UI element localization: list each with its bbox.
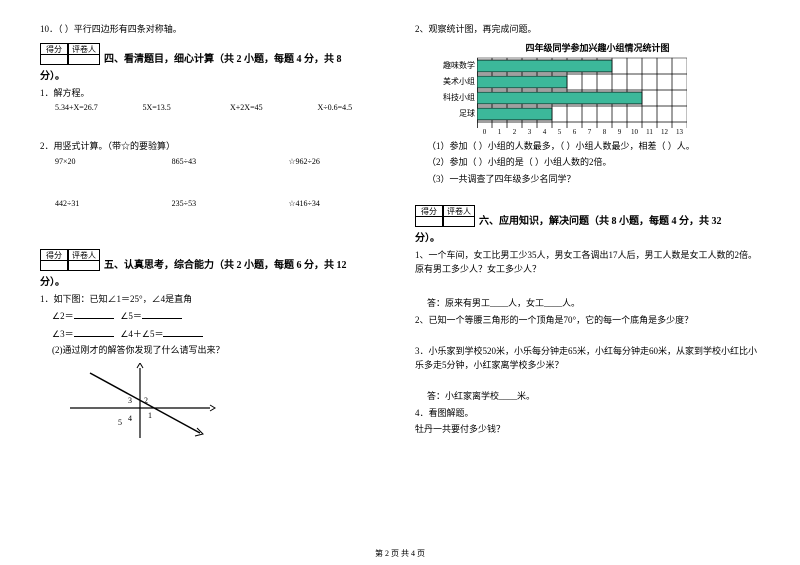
score-cell: 得分 — [40, 43, 68, 65]
angle-label: ∠4＋∠5＝ — [120, 329, 163, 339]
eq-row-2: 97×20 865÷43 ☆962÷26 — [40, 157, 385, 166]
q4-2: 2．用竖式计算。（带☆的要验算） — [40, 140, 385, 154]
fen-end-6: 分）。 — [415, 231, 760, 246]
grader-label: 评卷人 — [444, 206, 474, 217]
sec4-title: 四、看清题目，细心计算（共 2 小题，每题 4 分，共 8 — [104, 50, 342, 65]
q2-3: （3）一共调查了四年级多少名同学？ — [415, 173, 760, 187]
grader-cell: 评卷人 — [68, 249, 100, 271]
blank — [163, 327, 203, 337]
angle-label: ∠2＝ — [52, 311, 74, 321]
eq: 865÷43 — [172, 157, 269, 166]
grader-cell: 评卷人 — [443, 205, 475, 227]
left-column: 10．（ ）平行四边形有四条对称轴。 得分 评卷人 四、看清题目，细心计算（共 … — [40, 20, 385, 445]
q5-1-row1: ∠2＝ ∠5＝ — [40, 309, 385, 324]
score-cell: 得分 — [415, 205, 443, 227]
eq: X÷0.6=4.5 — [318, 103, 386, 112]
q4-1: 1．解方程。 — [40, 87, 385, 101]
q6-2: 2、已知一个等腰三角形的一个顶角是70°，它的每一个底角是多少度？ — [415, 314, 760, 328]
blank — [142, 309, 182, 319]
x-tick: 0 — [477, 128, 492, 136]
y-labels: 趣味数学 美术小组 科技小组 足球 — [435, 58, 477, 128]
x-tick: 5 — [552, 128, 567, 136]
eq-row-1: 5.34+X=26.7 5X=13.5 X+2X=45 X÷0.6=4.5 — [40, 103, 385, 112]
eq: ☆416÷34 — [288, 199, 385, 208]
chart-svg — [477, 54, 687, 128]
q5-1-row2: ∠3＝ ∠4＋∠5＝ — [40, 327, 385, 342]
q6-3a: 答：小红家离学校____米。 — [415, 390, 760, 404]
q2: 2、观察统计图，再完成问题。 — [415, 23, 760, 37]
eq-row-3: 442÷31 235÷53 ☆416÷34 — [40, 199, 385, 208]
x-tick: 1 — [492, 128, 507, 136]
right-column: 2、观察统计图，再完成问题。 四年级同学参加兴趣小组情况统计图 趣味数学 美术小… — [415, 20, 760, 445]
bar-chart: 四年级同学参加兴趣小组情况统计图 趣味数学 美术小组 科技小组 足球 01234… — [435, 41, 760, 136]
grader-label: 评卷人 — [69, 250, 99, 261]
q6-1a: 答：原来有男工____人，女工____人。 — [415, 297, 760, 311]
grader-label: 评卷人 — [69, 44, 99, 55]
x-tick: 11 — [642, 128, 657, 136]
svg-text:2: 2 — [144, 396, 148, 405]
sec6-title: 六、应用知识，解决问题（共 8 小题，每题 4 分，共 32 — [479, 212, 722, 227]
score-box-6: 得分 评卷人 六、应用知识，解决问题（共 8 小题，每题 4 分，共 32 — [415, 205, 760, 227]
q2-2: （2）参加（ ）小组的是（ ）小组人数的2倍。 — [415, 156, 760, 170]
x-axis: 012345678910111213 — [477, 128, 760, 136]
q5-1e: (2)通过刚才的解答你发现了什么请写出来？ — [40, 344, 385, 358]
eq: 442÷31 — [55, 199, 152, 208]
svg-text:4: 4 — [128, 414, 132, 423]
q6-4a: 牡丹一共要付多少钱？ — [415, 423, 760, 437]
eq: 5X=13.5 — [143, 103, 211, 112]
page-footer: 第 2 页 共 4 页 — [0, 548, 800, 559]
x-tick: 13 — [672, 128, 687, 136]
x-tick: 7 — [582, 128, 597, 136]
cat-label: 趣味数学 — [435, 58, 477, 74]
blank — [74, 309, 114, 319]
score-cell: 得分 — [40, 249, 68, 271]
fen-end-5: 分）。 — [40, 275, 385, 290]
x-tick: 6 — [567, 128, 582, 136]
x-tick: 9 — [612, 128, 627, 136]
eq: X+2X=45 — [230, 103, 298, 112]
score-box-4: 得分 评卷人 四、看清题目，细心计算（共 2 小题，每题 4 分，共 8 — [40, 43, 385, 65]
x-tick: 12 — [657, 128, 672, 136]
q5-1: 1．如下图：已知∠1＝25°，∠4是直角 — [40, 293, 385, 307]
eq: ☆962÷26 — [288, 157, 385, 166]
blank — [74, 327, 114, 337]
x-tick: 8 — [597, 128, 612, 136]
grader-cell: 评卷人 — [68, 43, 100, 65]
score-box-5: 得分 评卷人 五、认真思考，综合能力（共 2 小题，每题 6 分，共 12 — [40, 249, 385, 271]
eq: 235÷53 — [172, 199, 269, 208]
cat-label: 科技小组 — [435, 90, 477, 106]
angle-figure: 3 2 1 4 5 — [60, 363, 385, 445]
x-tick: 4 — [537, 128, 552, 136]
eq: 5.34+X=26.7 — [55, 103, 123, 112]
svg-text:1: 1 — [148, 411, 152, 420]
q10: 10．（ ）平行四边形有四条对称轴。 — [40, 23, 385, 37]
svg-text:5: 5 — [118, 418, 122, 427]
q6-4: 4．看图解题。 — [415, 407, 760, 421]
q6-3: 3．小乐家到学校520米，小乐每分钟走65米，小红每分钟走60米，从家到学校小红… — [415, 345, 760, 372]
score-label: 得分 — [41, 44, 67, 55]
fen-end-4: 分）。 — [40, 69, 385, 84]
q6-1: 1、一个车间，女工比男工少35人，男女工各调出17人后，男工人数是女工人数的2倍… — [415, 249, 760, 276]
cat-label: 美术小组 — [435, 74, 477, 90]
cat-label: 足球 — [435, 106, 477, 122]
svg-text:3: 3 — [128, 396, 132, 405]
angle-label: ∠5＝ — [120, 311, 142, 321]
q2-1: （1）参加（ ）小组的人数最多，（ ）小组人数最少，相差（ ）人。 — [415, 140, 760, 154]
angle-label: ∠3＝ — [52, 329, 74, 339]
score-label: 得分 — [416, 206, 442, 217]
x-tick: 10 — [627, 128, 642, 136]
x-tick: 3 — [522, 128, 537, 136]
sec5-title: 五、认真思考，综合能力（共 2 小题，每题 6 分，共 12 — [104, 256, 347, 271]
eq: 97×20 — [55, 157, 152, 166]
x-tick: 2 — [507, 128, 522, 136]
chart-title: 四年级同学参加兴趣小组情况统计图 — [435, 41, 760, 54]
score-label: 得分 — [41, 250, 67, 261]
